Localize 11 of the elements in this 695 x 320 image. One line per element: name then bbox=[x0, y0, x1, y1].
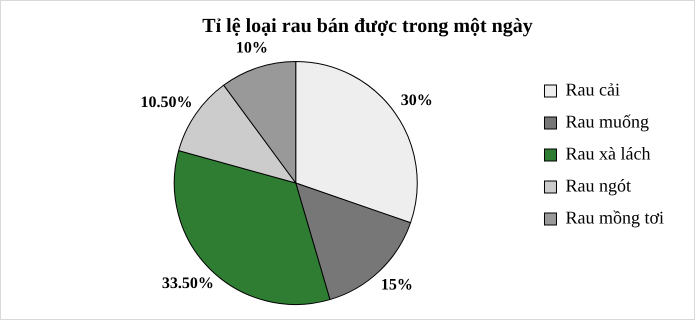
data-label: 33.50% bbox=[162, 274, 214, 292]
legend-label: Rau xà lách bbox=[565, 144, 650, 164]
legend-label: Rau cải bbox=[565, 80, 620, 100]
data-label: 30% bbox=[400, 92, 433, 110]
chart-title: Tỉ lệ loại rau bán được trong một ngày bbox=[202, 15, 533, 38]
legend-label: Rau mồng tơi bbox=[565, 208, 664, 228]
legend-label: Rau muống bbox=[565, 112, 649, 132]
data-label: 10.50% bbox=[140, 94, 192, 111]
legend-label: Rau ngót bbox=[565, 176, 631, 196]
data-label: 15% bbox=[380, 276, 413, 294]
data-label: 10% bbox=[236, 40, 268, 57]
